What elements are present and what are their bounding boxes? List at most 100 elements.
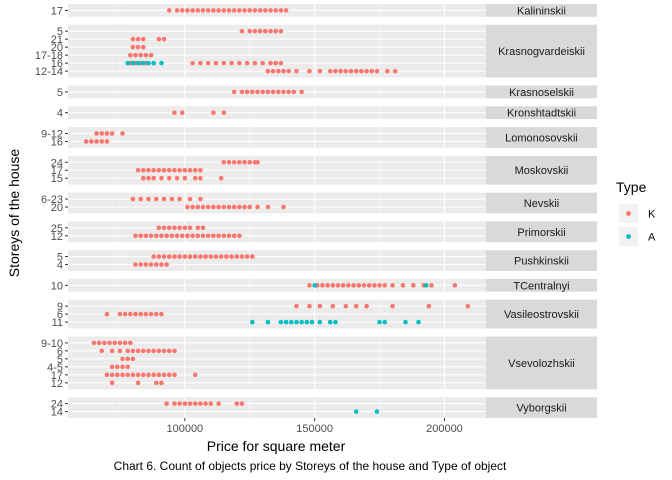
facet-strip-label: Primorskii — [517, 227, 565, 239]
data-point — [392, 68, 398, 74]
data-point — [115, 364, 120, 370]
x-axis-title: Price for square meter — [207, 438, 346, 454]
data-point — [143, 262, 149, 267]
data-point — [135, 348, 141, 354]
data-point — [140, 175, 146, 181]
data-point — [327, 68, 333, 74]
data-point — [159, 175, 164, 181]
data-point — [143, 233, 149, 239]
data-point — [221, 233, 227, 239]
data-point — [198, 254, 203, 259]
facet-strips: Kalininskii Krasnogvardeiskii Krasnoselski… — [486, 4, 597, 418]
data-point — [465, 303, 471, 309]
data-point — [333, 68, 338, 74]
y-tick-label: 20 — [51, 42, 63, 54]
data-point — [382, 319, 388, 325]
data-point — [221, 60, 227, 66]
data-point — [125, 348, 131, 354]
y-tick-label: 9-10 — [41, 338, 63, 350]
data-point — [138, 311, 143, 317]
data-point — [83, 139, 89, 144]
data-point — [231, 204, 237, 210]
legend-label: K — [648, 209, 656, 221]
data-point — [390, 283, 395, 288]
data-point — [247, 204, 253, 210]
data-point — [242, 8, 247, 13]
chart-panels — [68, 4, 486, 418]
data-point — [372, 283, 377, 288]
y-tick-label: 12 — [51, 231, 63, 243]
data-point — [286, 68, 291, 74]
data-point — [190, 60, 195, 66]
data-point — [151, 167, 156, 173]
data-point — [270, 68, 276, 74]
data-point — [275, 89, 281, 95]
data-point — [117, 311, 123, 317]
data-point — [143, 311, 149, 317]
data-point — [182, 175, 188, 181]
data-point — [179, 8, 185, 13]
data-point — [263, 8, 268, 13]
data-point — [226, 233, 232, 239]
y-tick-label: 5 — [57, 252, 63, 264]
data-point — [299, 89, 304, 95]
data-point — [177, 167, 182, 173]
data-point — [130, 372, 136, 378]
y-tick-label: 17 — [51, 5, 63, 17]
data-point — [146, 196, 151, 202]
data-point — [133, 311, 138, 317]
data-point — [172, 254, 177, 259]
data-point — [135, 36, 141, 42]
facet-strip-label: Kalininskii — [517, 5, 566, 17]
facet-panel — [68, 336, 486, 390]
data-point — [99, 348, 105, 354]
data-point — [273, 8, 279, 13]
data-point — [343, 303, 349, 309]
data-point — [281, 204, 286, 210]
data-point — [200, 233, 206, 239]
data-point — [130, 60, 136, 66]
data-point — [190, 204, 195, 210]
data-point — [265, 319, 271, 325]
y-tick-label: 24 — [51, 157, 63, 169]
data-point — [257, 8, 263, 13]
data-point — [151, 348, 156, 354]
data-point — [172, 225, 177, 231]
y-tick-label: 6-23 — [41, 194, 63, 206]
data-point — [172, 167, 177, 173]
y-tick-label: 17 — [51, 165, 63, 177]
data-point — [278, 319, 284, 325]
data-point — [146, 175, 151, 181]
data-point — [216, 401, 221, 406]
data-point — [242, 204, 247, 210]
data-point — [239, 89, 245, 95]
data-point — [182, 167, 188, 173]
data-point — [294, 319, 299, 325]
facet-strip-label: Krasnogvardeiskii — [498, 46, 585, 58]
data-point — [239, 401, 245, 406]
data-point — [159, 262, 164, 267]
data-point — [263, 28, 268, 34]
y-tick-label: 9 — [57, 301, 63, 313]
y-axis: 175212017-181612-14549-12162417156-23202… — [35, 5, 68, 419]
data-point — [135, 380, 141, 386]
data-point — [382, 283, 388, 288]
facet-panel — [68, 397, 486, 418]
data-point — [146, 348, 151, 354]
data-point — [164, 262, 169, 267]
data-point — [140, 36, 146, 42]
data-point — [161, 348, 167, 354]
y-tick-label: 5 — [57, 87, 63, 99]
data-point — [198, 196, 203, 202]
facet-strip — [486, 127, 597, 148]
data-point — [174, 233, 180, 239]
data-point — [138, 52, 143, 58]
data-point — [265, 204, 271, 210]
data-point — [216, 204, 221, 210]
data-point — [299, 319, 304, 325]
data-point — [452, 283, 458, 288]
facet-strip-label: Nevskii — [524, 198, 559, 210]
data-point — [265, 68, 271, 74]
facet-strip-label: Vasileostrovskii — [504, 309, 579, 321]
data-point — [130, 356, 136, 362]
